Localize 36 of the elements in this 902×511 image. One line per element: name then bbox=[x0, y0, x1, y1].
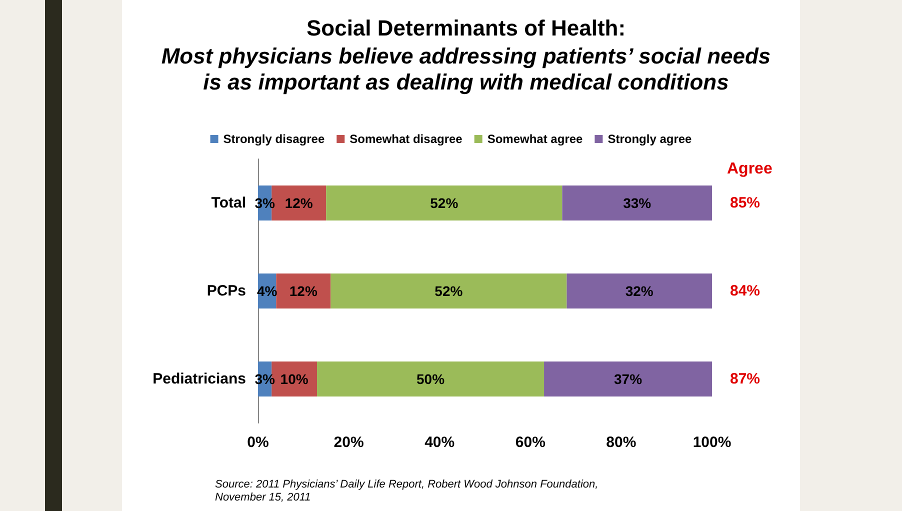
bar bbox=[276, 274, 331, 308]
y-tick-label: Total bbox=[211, 194, 246, 212]
data-label: 12% bbox=[289, 283, 318, 299]
source-note: Source: 2011 Physicians’ Daily Life Report, Robert Wood Johnson Foundation, November 15, 2011 bbox=[215, 478, 598, 504]
legend-label: Somewhat agree bbox=[487, 132, 584, 146]
data-label: 37% bbox=[614, 371, 643, 387]
text: 87% bbox=[730, 370, 760, 388]
y-tick-label: Pediatricians bbox=[152, 370, 246, 388]
legend-label: Strongly agree bbox=[608, 132, 692, 146]
data-label: 10% bbox=[280, 371, 309, 387]
legend-label: Somewhat disagree bbox=[350, 132, 463, 146]
legend-label: Strongly disagree bbox=[223, 132, 325, 146]
y-tick-label: PCPs bbox=[206, 282, 246, 300]
bar bbox=[326, 186, 562, 220]
x-tick-label: 0% bbox=[247, 434, 269, 451]
x-tick-label: 80% bbox=[606, 434, 636, 451]
text: 85% bbox=[730, 194, 760, 212]
data-label: 32% bbox=[625, 283, 654, 299]
x-tick-label: 100% bbox=[692, 434, 732, 451]
x-tick-label: 20% bbox=[334, 434, 364, 451]
x-tick-label: 40% bbox=[424, 434, 455, 451]
x-tick-label: 60% bbox=[515, 434, 546, 451]
data-label: 12% bbox=[284, 195, 314, 211]
chart-title: Social Determinants of Health: bbox=[306, 16, 626, 40]
chart-subtitle: Most physicians believe addressing patients’ social needs is as important as dealing with medical conditions bbox=[161, 44, 771, 94]
bar bbox=[566, 274, 712, 308]
text: Agree bbox=[727, 160, 772, 178]
bar bbox=[317, 362, 544, 396]
bar bbox=[562, 186, 712, 220]
bar bbox=[544, 362, 712, 396]
data-label: 33% bbox=[623, 195, 652, 211]
data-label: 50% bbox=[416, 371, 446, 387]
text: 84% bbox=[730, 282, 760, 300]
bar bbox=[330, 274, 567, 308]
data-label: 52% bbox=[430, 195, 459, 211]
data-label: 52% bbox=[434, 283, 464, 299]
